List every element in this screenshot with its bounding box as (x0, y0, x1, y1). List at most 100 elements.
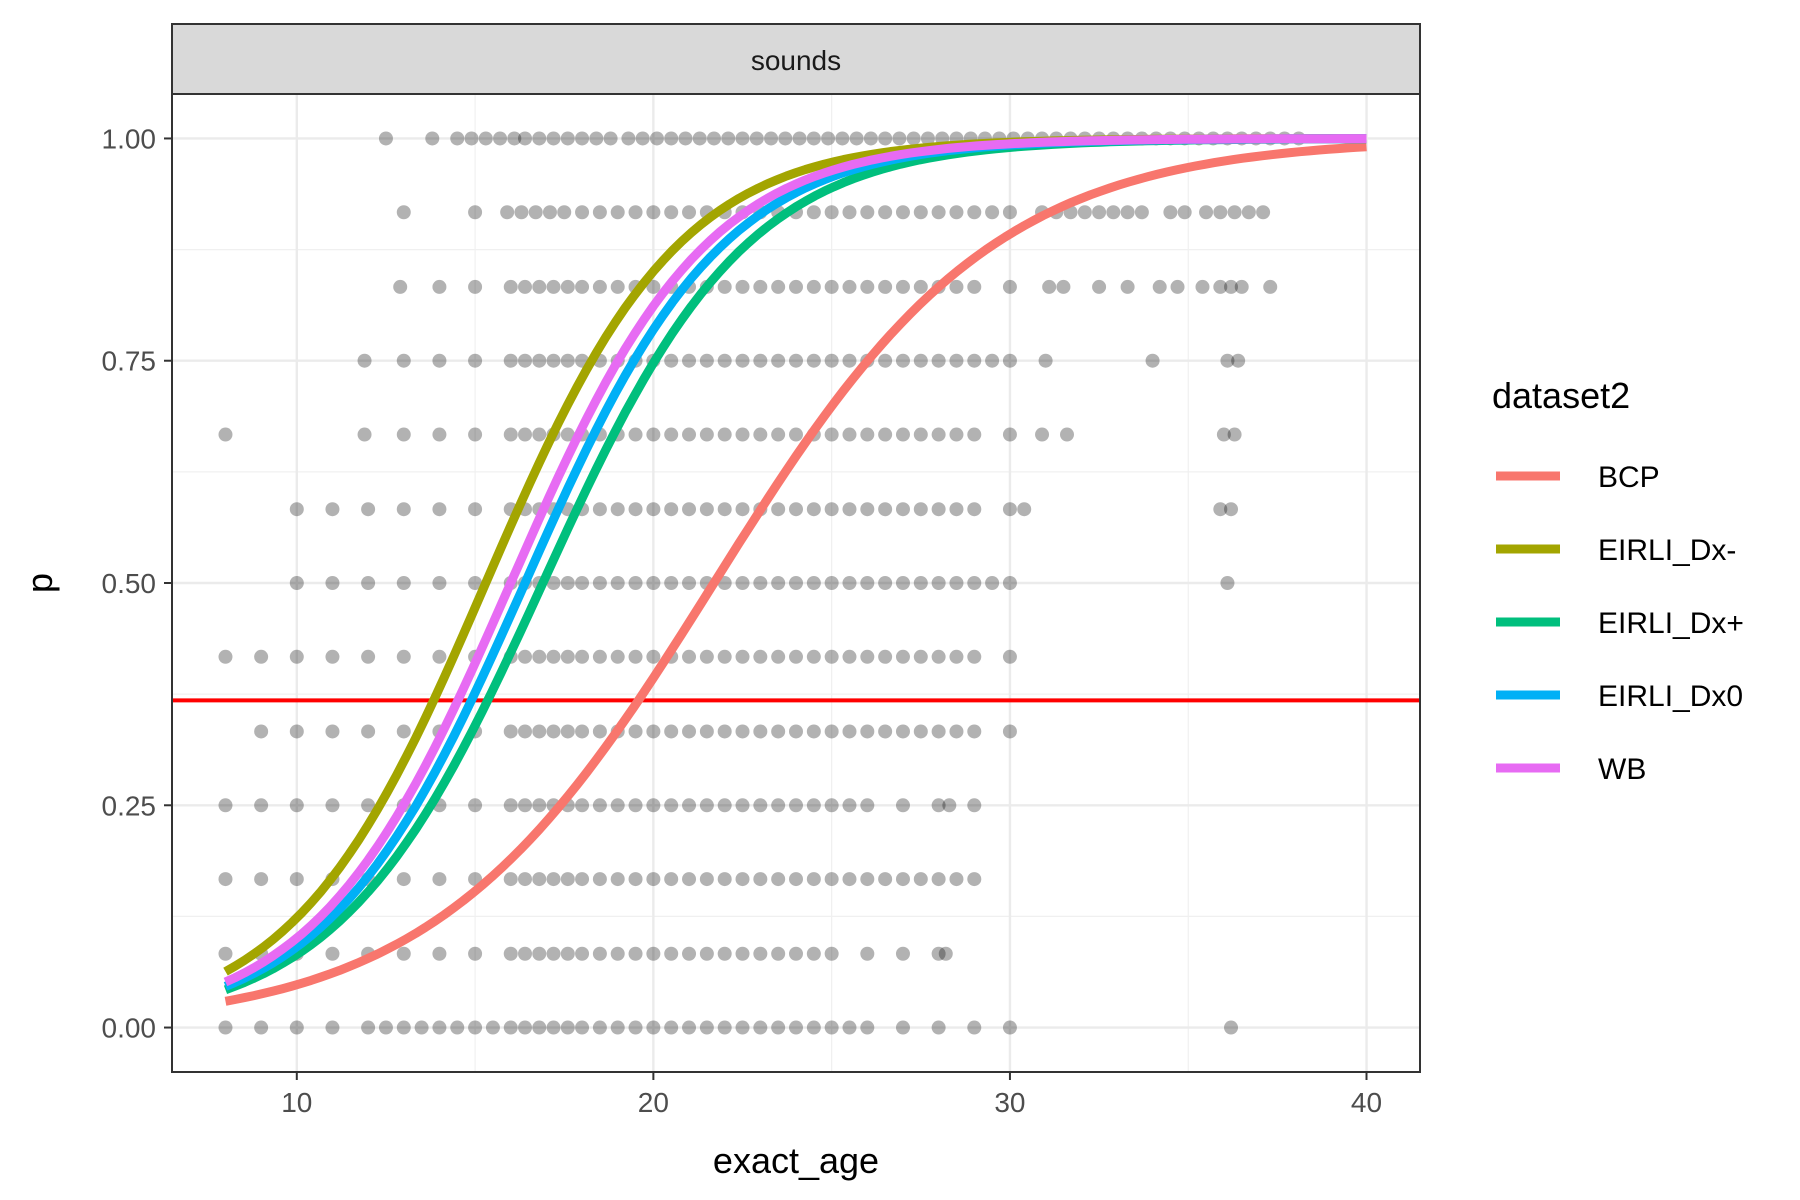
data-point (842, 353, 857, 368)
data-point (603, 131, 618, 146)
data-point (895, 946, 910, 961)
data-point (628, 649, 643, 664)
data-point (949, 502, 964, 517)
data-point (646, 1020, 661, 1035)
data-point (396, 502, 411, 517)
data-point (931, 353, 946, 368)
data-point (949, 205, 964, 220)
data-point (289, 576, 304, 590)
series-line-bcp (224, 142, 1367, 1006)
data-point (1227, 427, 1242, 442)
data-point (646, 205, 661, 220)
data-point (396, 946, 411, 961)
data-point (860, 279, 875, 294)
data-point (895, 798, 910, 813)
data-point (913, 205, 928, 220)
data-point (878, 131, 893, 146)
data-point (753, 798, 768, 813)
legend-label-bcp: BCP (1598, 461, 1660, 494)
y-tick-label: 0.50 (102, 568, 157, 599)
data-point (824, 576, 839, 590)
data-point (289, 502, 304, 517)
data-point (518, 1020, 533, 1035)
data-point (560, 1020, 575, 1035)
data-point (863, 131, 878, 146)
data-point (592, 1020, 607, 1035)
data-point (468, 353, 483, 368)
data-point (532, 131, 547, 146)
data-point (518, 131, 533, 146)
data-point (575, 131, 590, 146)
data-point (628, 576, 643, 590)
data-point (485, 1020, 500, 1035)
data-point (628, 724, 643, 739)
data-point (895, 576, 910, 590)
data-point (678, 131, 693, 146)
data-point (717, 872, 732, 887)
data-point (546, 279, 561, 294)
data-point (1220, 353, 1235, 368)
data-point (325, 724, 340, 739)
data-point (468, 279, 483, 294)
data-point (560, 427, 575, 442)
data-point (1241, 205, 1256, 220)
data-point (682, 1020, 697, 1035)
data-point (1145, 353, 1160, 368)
data-point (432, 279, 447, 294)
data-point (771, 649, 786, 664)
data-point (432, 502, 447, 517)
facet-strip (171, 23, 1421, 95)
data-point (468, 946, 483, 961)
data-point (824, 946, 839, 961)
data-point (628, 427, 643, 442)
data-point (860, 872, 875, 887)
data-point (824, 724, 839, 739)
data-point (949, 724, 964, 739)
data-point (468, 205, 483, 220)
data-point (575, 872, 590, 887)
data-point (985, 353, 1000, 368)
data-point (468, 427, 483, 442)
data-point (821, 131, 836, 146)
data-point (1234, 279, 1249, 294)
data-point (824, 798, 839, 813)
data-point (507, 131, 522, 146)
data-point (546, 724, 561, 739)
data-point (542, 205, 557, 220)
data-point (967, 649, 982, 664)
data-point (503, 724, 518, 739)
data-point (503, 353, 518, 368)
data-point (664, 798, 679, 813)
data-point (895, 724, 910, 739)
data-point (628, 798, 643, 813)
data-point (325, 798, 340, 813)
data-point (1092, 205, 1107, 220)
data-point (967, 205, 982, 220)
data-point (378, 1020, 393, 1035)
data-point (824, 353, 839, 368)
data-point (325, 576, 340, 590)
data-point (1002, 1020, 1017, 1035)
data-point (518, 798, 533, 813)
data-point (860, 205, 875, 220)
data-point (664, 205, 679, 220)
data-point (778, 131, 793, 146)
data-point (931, 427, 946, 442)
data-point (682, 946, 697, 961)
data-point (789, 798, 803, 813)
data-point (432, 946, 447, 961)
data-point (682, 502, 697, 517)
x-tick-label: 20 (638, 1087, 669, 1118)
x-axis-title: exact_age (713, 1140, 879, 1181)
data-point (835, 131, 850, 146)
data-point (664, 1020, 679, 1035)
data-point (878, 427, 893, 442)
y-tick-label: 0.25 (102, 790, 157, 821)
data-point (682, 649, 697, 664)
data-point (1224, 1020, 1239, 1035)
data-point (432, 872, 447, 887)
data-point (1231, 353, 1246, 368)
data-point (414, 1020, 429, 1035)
data-point (546, 946, 561, 961)
data-point (1152, 279, 1167, 294)
